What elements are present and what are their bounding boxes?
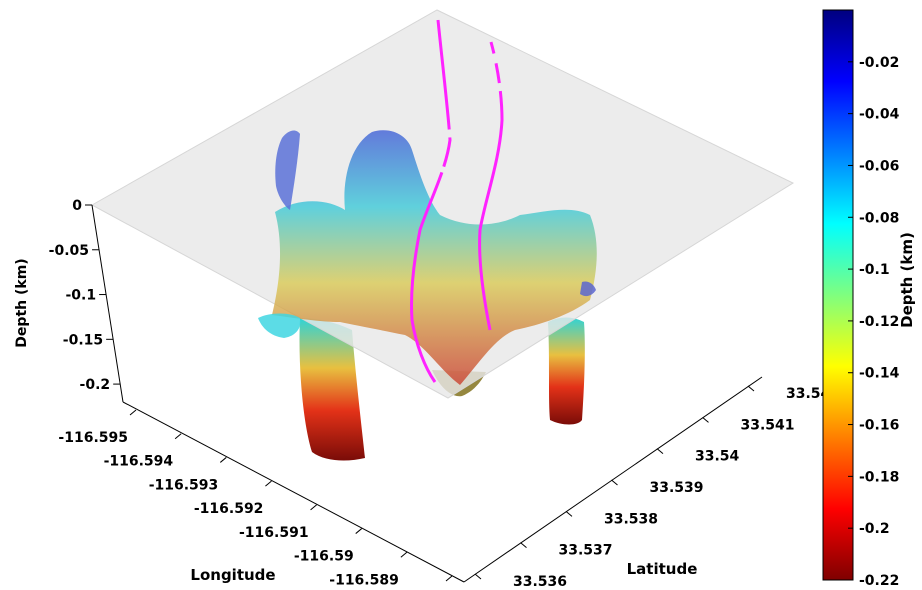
y-axis-line [463, 376, 763, 583]
y-tick-mark [702, 416, 709, 423]
z-axis-line [91, 204, 124, 403]
x-tick-label: -116.594 [104, 454, 174, 470]
surface-lobe-right [580, 281, 596, 297]
y-tick-mark [611, 479, 618, 486]
y-tick-mark [520, 542, 527, 549]
y-tick-label: 33.541 [741, 417, 795, 433]
colorbar-label: Depth (km) [898, 232, 916, 328]
x-tick-label: -116.592 [194, 501, 264, 517]
z-tick-label: -0.2 [80, 377, 111, 393]
y-tick-label: 33.539 [650, 480, 704, 496]
y-tick-mark [747, 385, 755, 392]
y-tick-label: 33.537 [559, 543, 613, 559]
x-axis-label: Longitude [190, 566, 275, 584]
colorbar-tick-label: -0.06 [859, 158, 899, 174]
surface-leg-left [299, 318, 365, 461]
x-tick-mark [265, 480, 272, 487]
colorbar-tick-label: -0.04 [859, 107, 900, 123]
x-tick-mark [219, 457, 227, 463]
z-tick-label: -0.05 [49, 243, 89, 259]
surface-leg-right [548, 317, 585, 425]
colorbar-tick-label: -0.1 [859, 262, 890, 278]
surface-plane [90, 9, 795, 399]
colorbar-tick-label: -0.08 [859, 210, 899, 226]
x-tick-mark [355, 528, 363, 534]
x-axis-line [122, 401, 465, 583]
z-axis-label: Depth (km) [14, 258, 30, 347]
z-tick-label: -0.1 [65, 288, 96, 304]
x-tick-mark [310, 504, 317, 511]
trace-line-2 [478, 41, 504, 331]
surface-body [272, 130, 597, 385]
x-tick-mark [174, 433, 182, 440]
surface-lobe-left [258, 313, 301, 338]
y-tick-mark [656, 448, 664, 455]
colorbar-tick-label: -0.22 [859, 573, 899, 589]
colorbar-ticks: -0.02 -0.04 -0.06 -0.08 -0.1 -0.12 -0.14 -0.16 -… [848, 55, 900, 589]
trace-line-1 [409, 19, 452, 383]
colorbar-tick-label: -0.2 [859, 521, 890, 537]
colorbar-tick-label: -0.12 [859, 314, 899, 330]
colorbar-tick-label: -0.16 [859, 418, 899, 434]
surface-scene [90, 9, 795, 461]
y-tick-mark [565, 510, 573, 517]
y-tick-label: 33.536 [513, 574, 567, 590]
colorbar-bar [822, 9, 854, 581]
y-axis-label: Latitude [627, 560, 698, 578]
x-tick-label: -116.591 [239, 525, 309, 541]
surface-spire [275, 130, 300, 210]
z-tick-label: -0.15 [63, 332, 103, 348]
x-tick-mark [400, 551, 408, 558]
x-tick-label: -116.59 [294, 549, 354, 565]
colorbar-tick-label: -0.18 [859, 469, 899, 485]
colorbar-tick-label: -0.14 [859, 366, 900, 382]
x-tick-label: -116.589 [329, 572, 399, 588]
x-tick-mark [445, 575, 453, 582]
axis-ticks: 0 -0.05 -0.1 -0.15 -0.2 -116.595 -116.594 -116.… [49, 198, 840, 590]
x-tick-label: -116.595 [58, 430, 128, 446]
x-tick-label: -116.593 [149, 477, 219, 493]
y-tick-mark [474, 573, 482, 580]
y-tick-label: 33.54 [695, 449, 740, 465]
x-tick-mark [129, 409, 137, 416]
y-tick-label: 33.538 [604, 511, 658, 527]
axes: 0 -0.05 -0.1 -0.15 -0.2 -116.595 -116.594 -116.… [14, 198, 840, 590]
z-tick-label: 0 [72, 198, 82, 214]
colorbar-tick-label: -0.02 [859, 55, 899, 71]
colorbar: -0.02 -0.04 -0.06 -0.08 -0.1 -0.12 -0.14 -0.16 -… [822, 9, 916, 589]
